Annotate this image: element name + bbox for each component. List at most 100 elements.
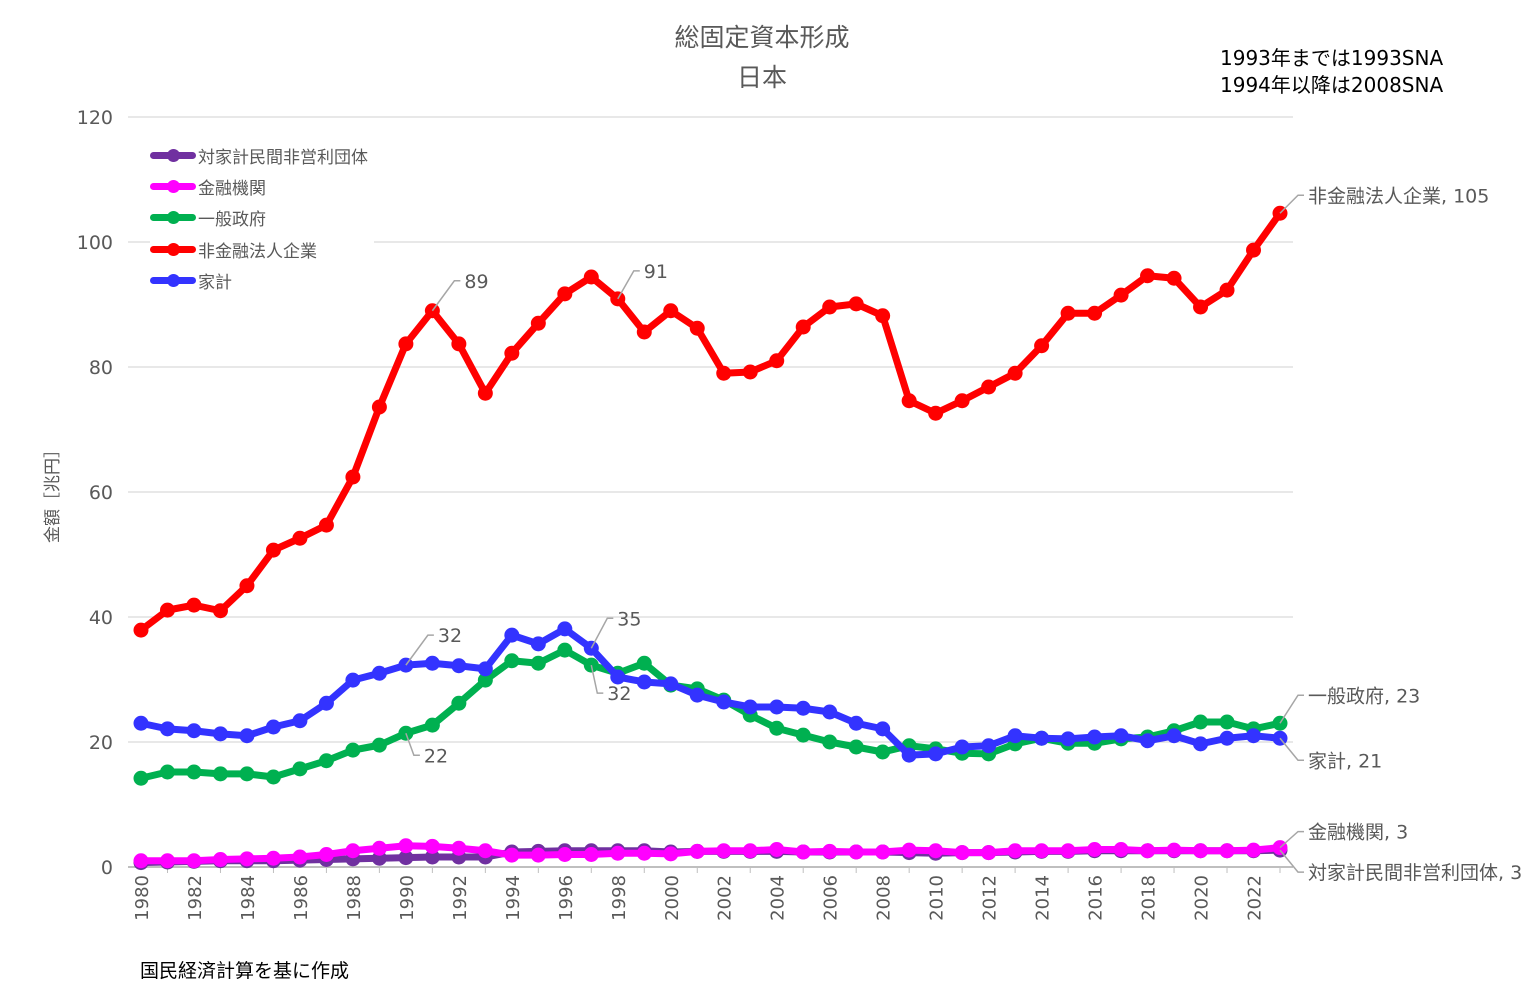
x-tick-label: 2014	[1033, 875, 1054, 921]
data-point	[239, 578, 255, 594]
data-point	[371, 665, 387, 681]
x-tick-label: 2006	[821, 875, 842, 921]
data-point	[1087, 842, 1103, 857]
chart-subtitle: 日本	[736, 63, 787, 92]
data-point	[663, 676, 679, 692]
data-point	[345, 469, 361, 485]
x-tick-label: 2000	[662, 875, 683, 921]
data-point	[318, 695, 334, 711]
data-label: 91	[644, 261, 668, 283]
leader-line	[590, 664, 604, 694]
data-point	[901, 842, 917, 858]
x-tick-label: 1988	[344, 875, 365, 921]
legend-item: 一般政府	[150, 202, 368, 233]
legend-label: 金融機関	[198, 179, 266, 200]
data-point	[1007, 728, 1023, 744]
data-point	[848, 715, 864, 731]
data-point	[451, 658, 467, 674]
data-point	[345, 742, 361, 758]
data-point	[1193, 843, 1209, 859]
data-point	[875, 744, 891, 760]
data-point	[1087, 729, 1103, 745]
leader-line	[405, 732, 420, 756]
legend-label: 対家計民間非営利団体	[198, 148, 368, 169]
data-point	[663, 846, 679, 862]
data-point	[345, 843, 361, 859]
x-tick-label: 2002	[715, 875, 736, 921]
data-point	[265, 850, 281, 866]
data-point	[212, 766, 228, 782]
data-point	[504, 627, 520, 643]
data-label: 22	[424, 745, 448, 767]
data-point	[530, 315, 546, 331]
data-point	[265, 719, 281, 735]
data-point	[981, 738, 997, 754]
leader-line	[1279, 737, 1304, 761]
x-tick-label: 2012	[980, 875, 1001, 921]
data-point	[398, 838, 414, 854]
data-label: 金融機関, 3	[1308, 822, 1408, 844]
data-point	[557, 286, 573, 302]
data-point	[159, 764, 175, 780]
data-point	[636, 324, 652, 340]
leader-line	[590, 617, 614, 649]
data-point	[1193, 736, 1209, 752]
data-point	[371, 399, 387, 415]
data-point	[477, 843, 493, 859]
x-tick-label: 1982	[185, 875, 206, 921]
data-point	[530, 655, 546, 671]
x-tick-label: 1986	[291, 875, 312, 921]
data-point	[848, 844, 864, 860]
data-point	[1007, 365, 1023, 381]
data-point	[504, 847, 520, 863]
data-point	[1113, 842, 1129, 857]
x-tick-label: 2020	[1192, 875, 1213, 921]
data-point	[292, 849, 308, 865]
data-point	[1113, 728, 1129, 744]
y-axis-label: 金額［兆円］	[43, 441, 63, 543]
data-point	[133, 715, 149, 731]
data-label: 32	[438, 625, 462, 647]
x-tick-label: 1990	[397, 875, 418, 921]
data-point	[610, 845, 626, 861]
x-tick-label: 2008	[874, 875, 895, 921]
data-point	[292, 761, 308, 777]
data-point	[1034, 730, 1050, 746]
data-point	[954, 845, 970, 861]
legend-swatch	[150, 149, 196, 163]
data-label: 89	[464, 271, 488, 293]
data-point	[424, 849, 440, 865]
data-point	[875, 721, 891, 737]
data-point	[477, 661, 493, 677]
data-point	[159, 602, 175, 618]
data-point	[557, 642, 573, 658]
data-point	[451, 840, 467, 856]
data-label: 32	[607, 683, 631, 705]
data-point	[1034, 843, 1050, 859]
data-point	[557, 621, 573, 637]
data-point	[212, 852, 228, 867]
data-point	[1113, 287, 1129, 303]
data-point	[981, 379, 997, 395]
data-point	[848, 296, 864, 312]
data-point	[345, 672, 361, 688]
legend-item: 対家計民間非営利団体	[150, 140, 368, 171]
data-point	[928, 843, 944, 859]
data-point	[901, 393, 917, 409]
data-point	[212, 603, 228, 619]
data-point	[292, 713, 308, 729]
data-point	[636, 655, 652, 671]
sna-note-2: 1994年以降は2008SNA	[1220, 73, 1444, 97]
data-point	[822, 704, 838, 720]
leader-line	[405, 634, 434, 666]
data-point	[928, 746, 944, 762]
data-point	[186, 764, 202, 780]
y-tick-label: 120	[77, 107, 113, 129]
data-point	[769, 353, 785, 369]
data-point	[1140, 843, 1156, 859]
data-point	[1140, 268, 1156, 284]
data-point	[795, 727, 811, 743]
data-point	[424, 838, 440, 854]
y-tick-label: 100	[77, 232, 113, 254]
data-point	[530, 636, 546, 652]
